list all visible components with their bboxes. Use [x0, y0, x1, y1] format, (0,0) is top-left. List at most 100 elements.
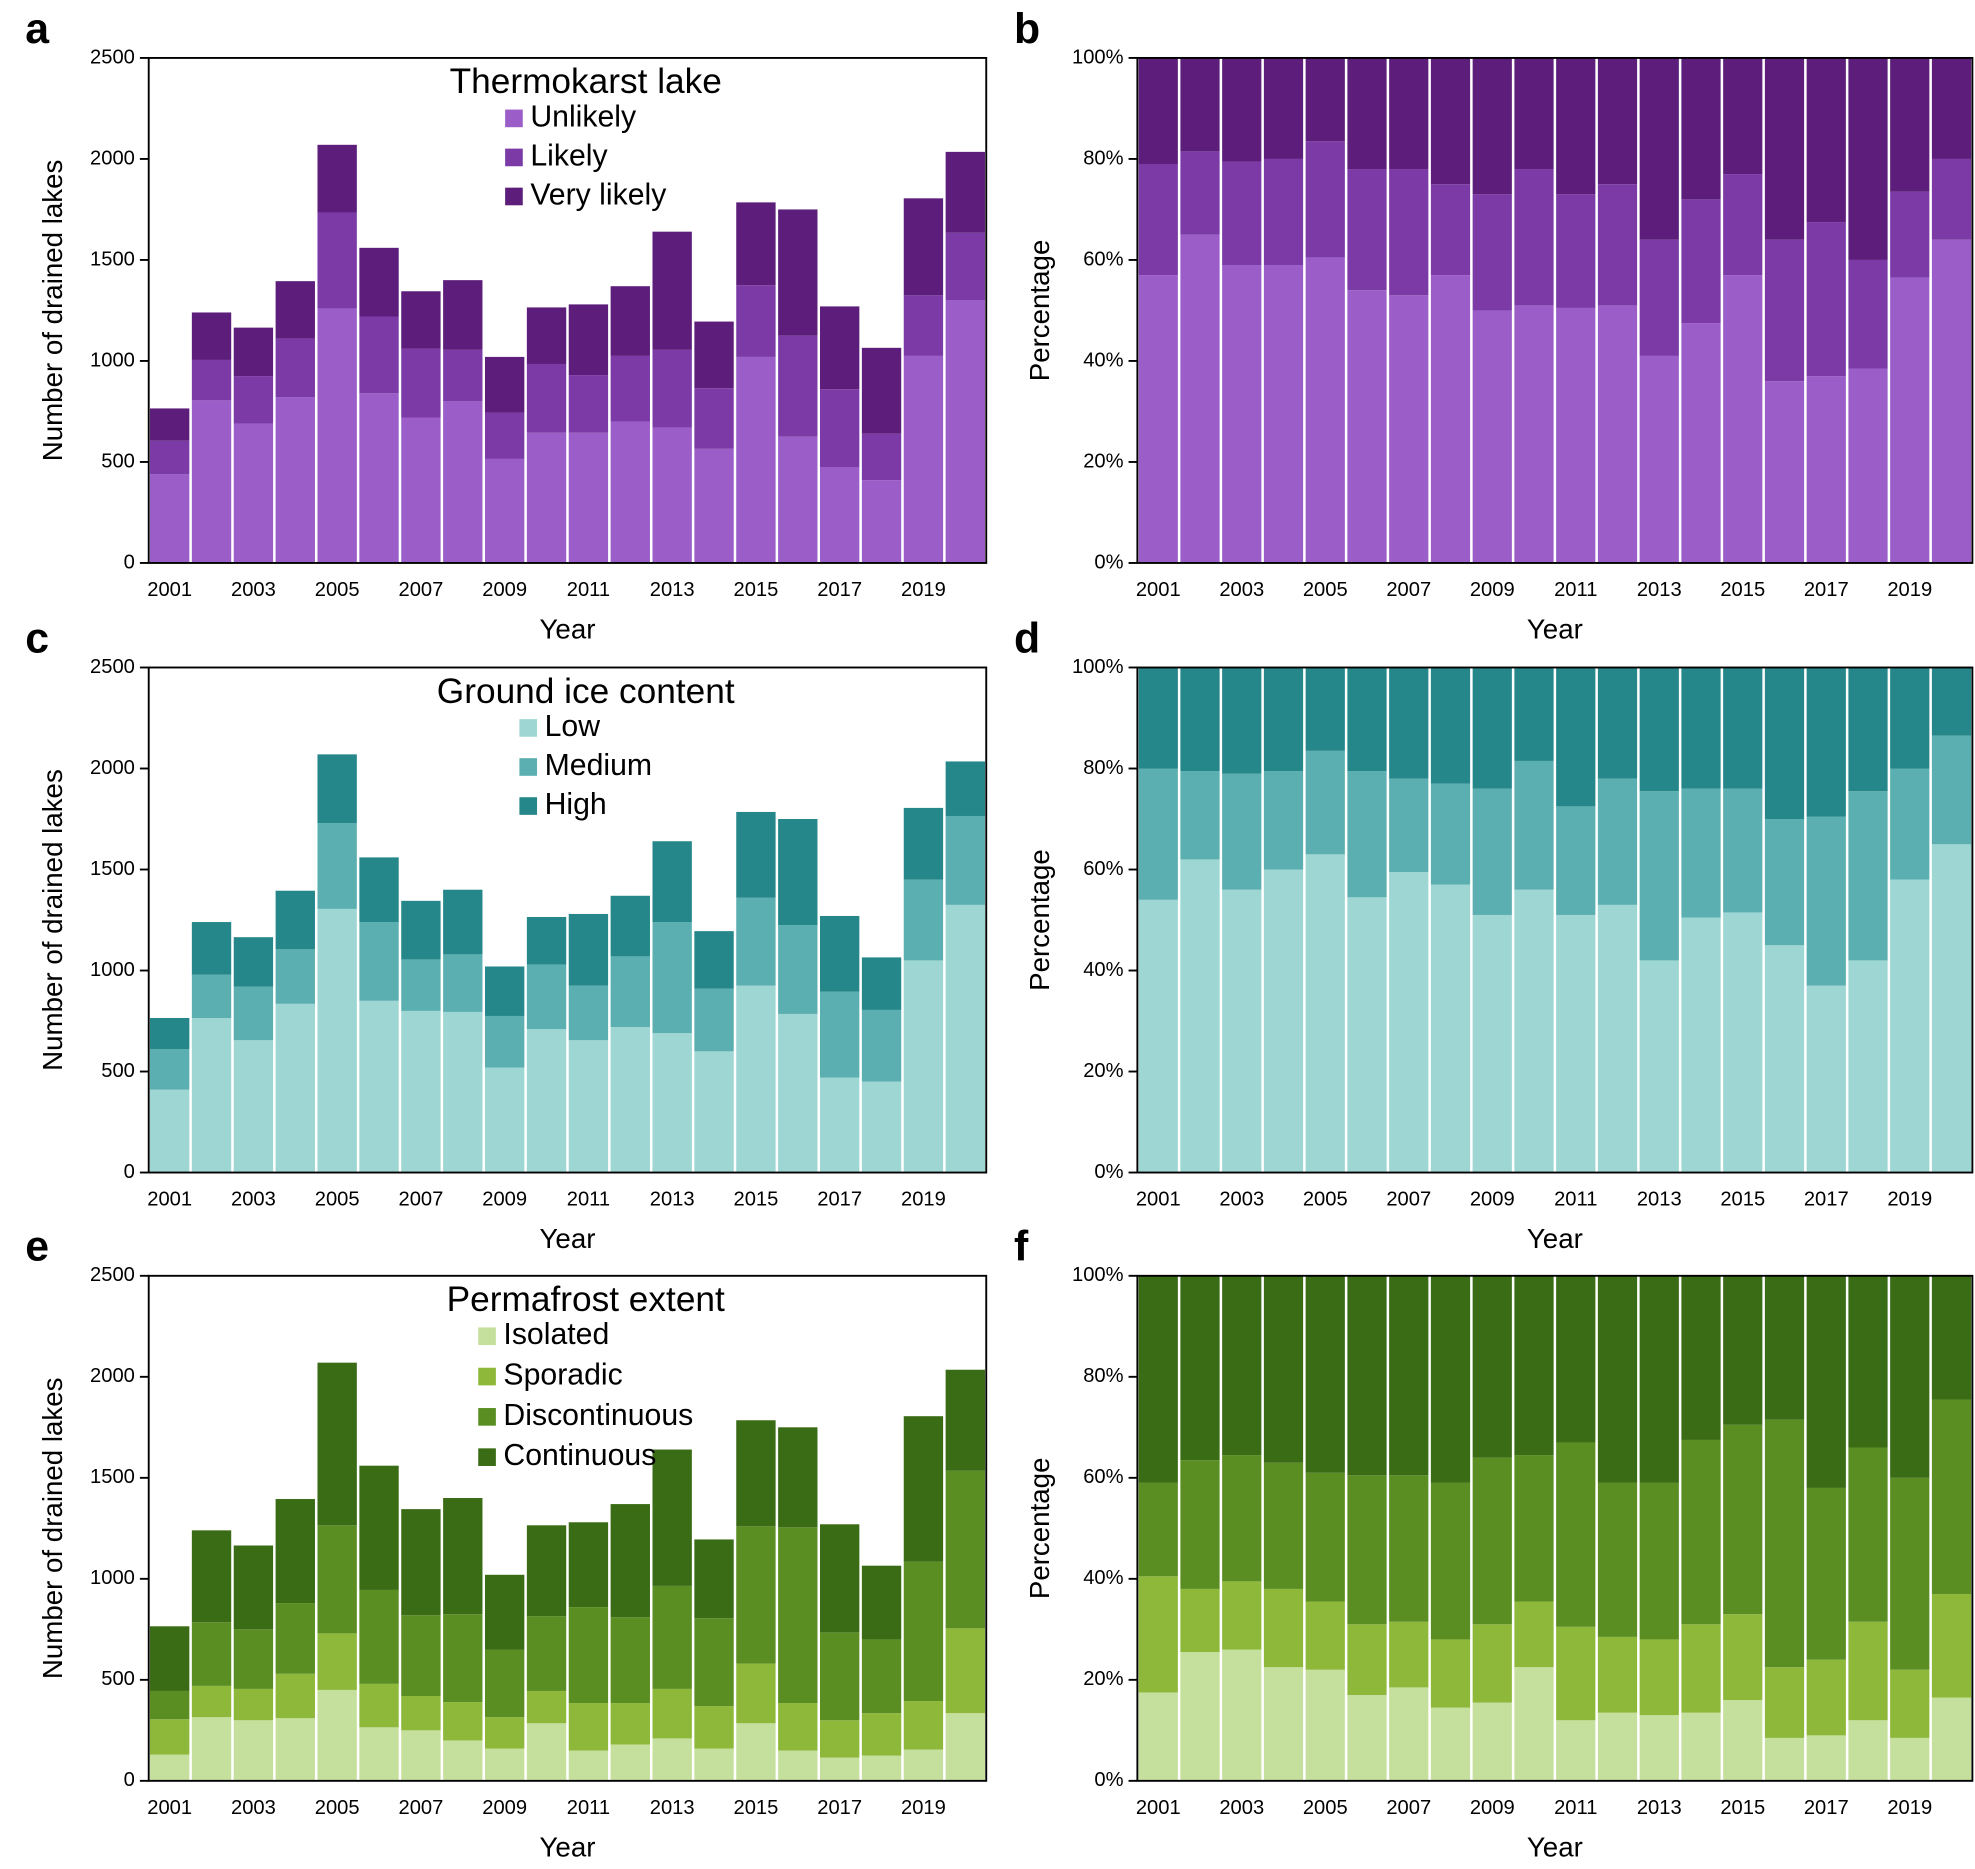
bar-segment — [903, 1561, 944, 1702]
bar-segment — [1723, 1275, 1763, 1425]
x-tick-label: 2015 — [1720, 1797, 1765, 1819]
bar-segment — [1848, 667, 1888, 792]
bar-segment — [1764, 945, 1805, 1173]
bar-segment — [1263, 1462, 1304, 1589]
bar-segment — [861, 1639, 902, 1714]
bar-segment — [610, 1703, 650, 1745]
legend-label: Medium — [545, 749, 652, 782]
bar-segment — [526, 1616, 567, 1691]
bar-segment — [819, 389, 860, 468]
bar-segment — [1180, 234, 1220, 563]
bar-segment — [1556, 667, 1596, 807]
bar-segment — [359, 1000, 399, 1173]
x-tick-label: 2001 — [147, 1797, 192, 1819]
bar-segment — [1222, 1455, 1262, 1582]
bar-segment — [1681, 788, 1721, 918]
x-tick-label: 2009 — [1470, 1797, 1515, 1819]
bar-segment — [526, 916, 567, 965]
bar-segment — [778, 209, 818, 336]
bar-segment — [1180, 859, 1220, 1173]
bar-segment — [191, 400, 232, 563]
x-tick-label: 2019 — [901, 1797, 946, 1819]
bar-segment — [736, 285, 776, 357]
bar-segment — [945, 1713, 985, 1781]
x-tick-label: 2007 — [1386, 579, 1431, 601]
bar-segment — [359, 316, 399, 394]
bar-segment — [694, 1051, 734, 1173]
bar-segment — [1430, 57, 1471, 185]
bar-segment — [1389, 169, 1429, 296]
bar-segment — [1430, 884, 1471, 1173]
bar-segment — [694, 1706, 734, 1749]
bar-segment — [401, 1730, 441, 1781]
bar-segment — [149, 1719, 190, 1755]
bar-segment — [1472, 667, 1512, 789]
bar-segment — [359, 857, 399, 923]
bar-segment — [149, 1017, 190, 1050]
bar-segment — [1430, 1482, 1471, 1640]
bar-segment — [233, 423, 274, 563]
bar-segment — [191, 1530, 232, 1623]
bar-segment — [484, 1574, 525, 1650]
x-tick-label: 2019 — [1887, 579, 1932, 601]
legend-title: Thermokarst lake — [450, 62, 722, 101]
bar-segment — [149, 1754, 190, 1781]
bar-segment — [819, 467, 860, 563]
bar-segment — [1723, 1700, 1763, 1781]
bar-segment — [1639, 667, 1679, 792]
x-tick-label: 2009 — [482, 579, 527, 601]
bar-segment — [1389, 57, 1429, 170]
bar-segment — [903, 807, 944, 880]
bar-segment — [861, 347, 902, 434]
bar-segment — [903, 355, 944, 563]
bar-segment — [1180, 1275, 1220, 1461]
panel-label: b — [1014, 5, 1040, 53]
bar-segment — [1138, 899, 1178, 1173]
bar-segment — [1848, 57, 1888, 260]
x-tick-label: 2011 — [1554, 579, 1597, 601]
bar-segment — [484, 1015, 525, 1068]
y-tick-label: 100% — [1072, 1264, 1124, 1286]
y-tick-label: 80% — [1083, 1365, 1123, 1387]
bar-segment — [736, 202, 776, 286]
bar-segment — [1723, 174, 1763, 276]
x-tick-label: 2011 — [567, 1189, 610, 1211]
bar-segment — [1890, 191, 1930, 278]
bar-segment — [1263, 1667, 1304, 1781]
x-tick-label: 2005 — [315, 1797, 360, 1819]
bar-segment — [149, 474, 190, 563]
bar-segment — [1556, 1626, 1596, 1721]
x-tick-label: 2009 — [1470, 1189, 1515, 1211]
legend-label: Sporadic — [503, 1359, 622, 1392]
bar-segment — [861, 1009, 902, 1082]
bar-segment — [945, 1470, 985, 1629]
bar-segment — [694, 388, 734, 449]
bar-segment — [317, 308, 357, 563]
bar-segment — [233, 986, 274, 1041]
bar-segment — [1764, 239, 1805, 382]
bar-segment — [1138, 275, 1178, 563]
y-tick-label: 500 — [101, 1060, 135, 1082]
bar-segment — [1848, 791, 1888, 961]
bar-segment — [1347, 897, 1387, 1173]
bar-segment — [191, 1717, 232, 1781]
bar-segment — [1806, 667, 1846, 817]
bar-segment — [945, 300, 985, 563]
bar-segment — [610, 286, 650, 356]
panel-label: e — [25, 1223, 49, 1271]
bar-segment — [568, 1607, 609, 1704]
bar-segment — [1263, 57, 1304, 159]
bar-segment — [819, 1524, 860, 1633]
bar-segment — [1180, 771, 1220, 860]
bar-segment — [443, 401, 483, 563]
bar-segment — [1430, 1275, 1471, 1483]
bar-segment — [1305, 667, 1345, 751]
bar-segment — [819, 991, 860, 1078]
y-tick-label: 1500 — [90, 1466, 135, 1488]
x-tick-label: 2003 — [231, 579, 276, 601]
bar-segment — [149, 408, 190, 441]
bar-segment — [484, 412, 525, 459]
bar-segment — [1514, 1275, 1554, 1456]
bar-segment — [568, 985, 609, 1041]
bar-segment — [1639, 1639, 1679, 1716]
